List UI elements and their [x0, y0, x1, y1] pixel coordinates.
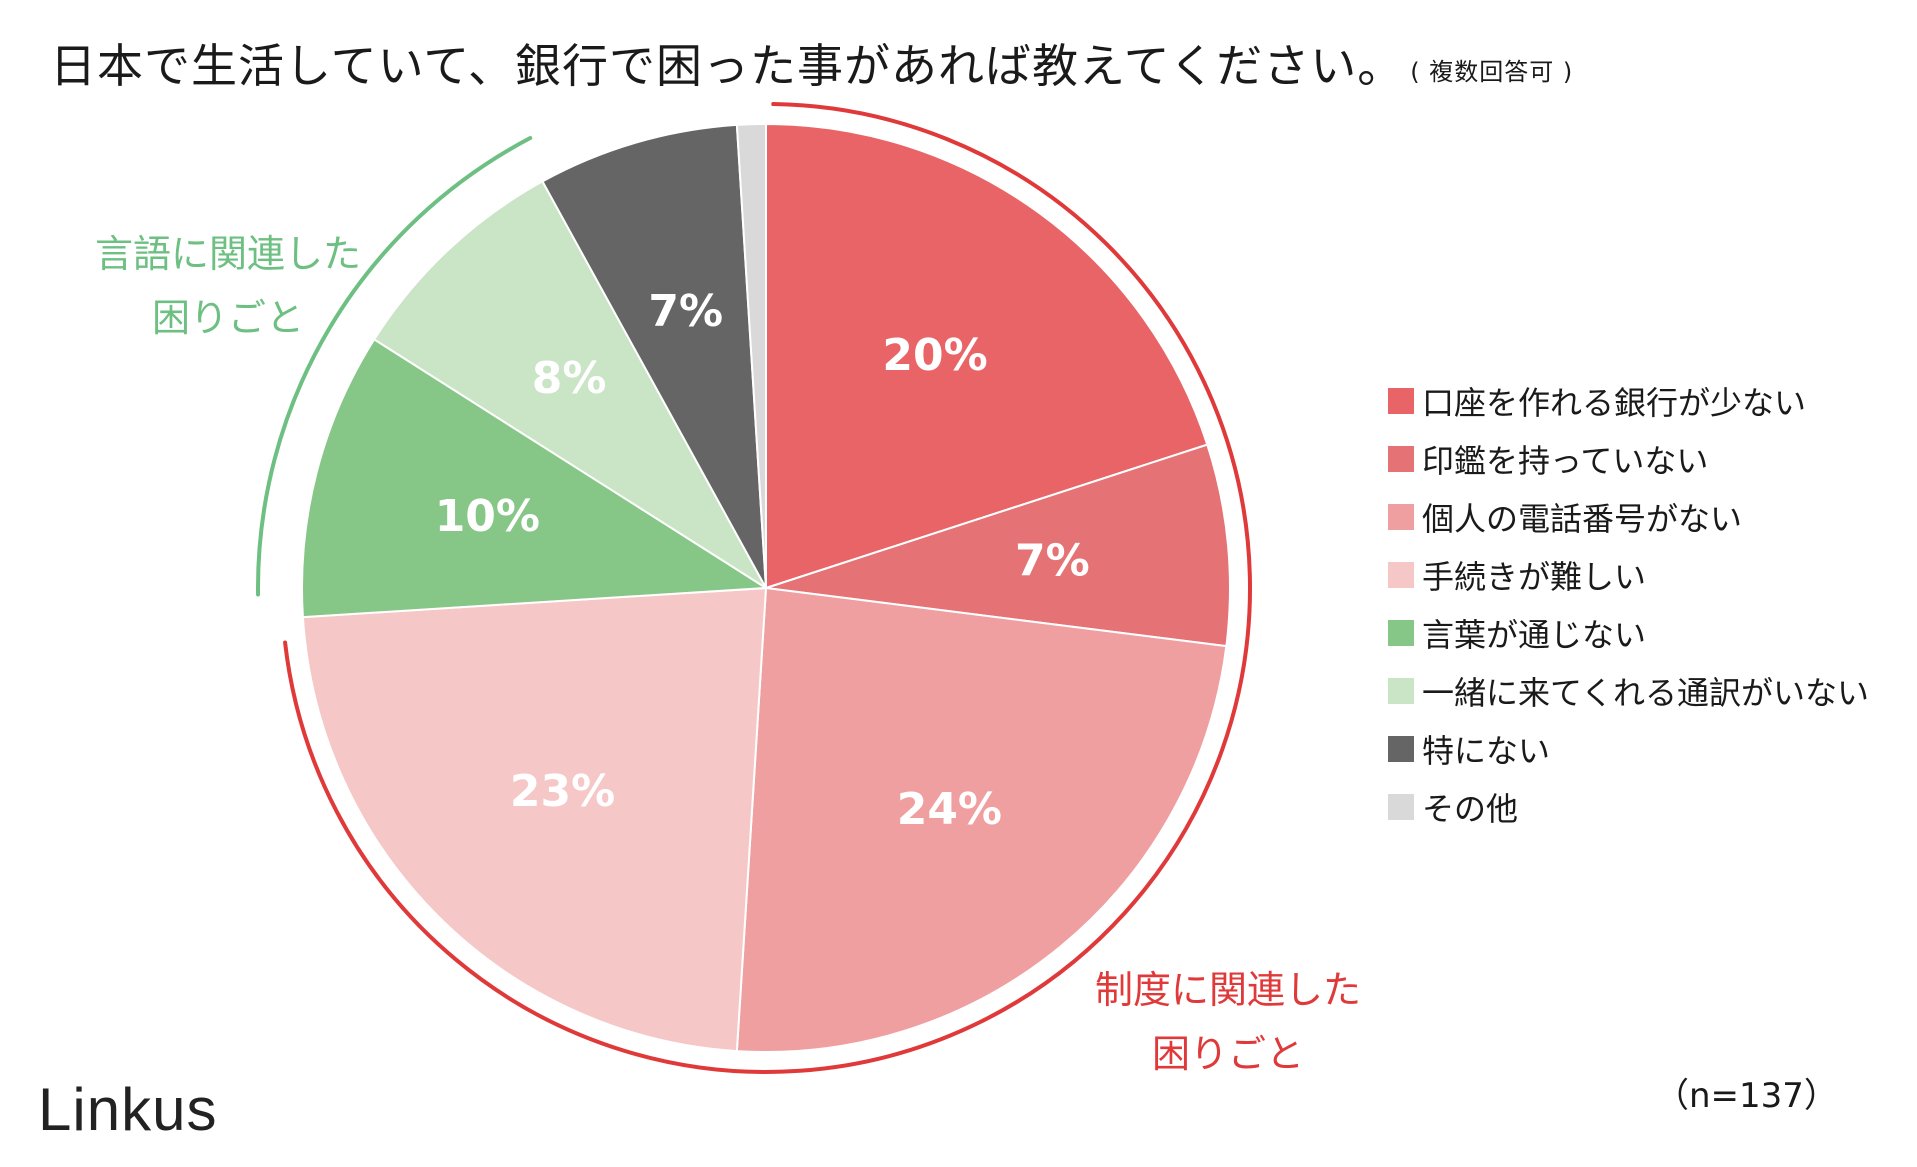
pie-slice-3 [301, 586, 768, 1053]
language-group-label: 言語に関連した 困りごと [95, 222, 361, 350]
legend-swatch [1388, 562, 1414, 588]
legend-label: 一緒に来てくれる通訳がいない [1422, 674, 1870, 712]
institution-group-label: 制度に関連した 困りごと [1095, 958, 1361, 1086]
slice-label-5: 8% [532, 353, 607, 404]
slice-label-3: 23% [510, 766, 615, 817]
legend-swatch [1388, 388, 1414, 414]
legend-swatch [1388, 446, 1414, 472]
legend-swatch [1388, 736, 1414, 762]
legend-label: 個人の電話番号がない [1422, 500, 1743, 538]
language-group-label-line2: 困りごと [152, 296, 305, 340]
institution-group-label-line2: 困りごと [1152, 1032, 1305, 1076]
legend-swatch [1388, 504, 1414, 530]
legend-item: 印鑑を持っていない [1388, 430, 1869, 488]
legend-swatch [1388, 794, 1414, 820]
legend-label: 印鑑を持っていない [1422, 442, 1709, 480]
pie-slice-1 [765, 443, 1231, 648]
slice-label-0: 20% [882, 330, 987, 381]
legend-item: 口座を作れる銀行が少ない [1388, 372, 1869, 430]
legend-item: 手続きが難しい [1388, 546, 1869, 604]
sample-size-note: （n=137） [1655, 1076, 1838, 1116]
title-text: 日本で生活していて、銀行で困った事があれば教えてください。 [50, 39, 1405, 93]
pie-slice-labels: 20% 7% 24% 23% 10% 8% 7% [435, 286, 1090, 835]
linkus-logo: Linkus [38, 1075, 217, 1144]
pie-slice-7 [735, 122, 767, 589]
legend-label: 特にない [1422, 732, 1551, 770]
language-group-label-line1: 言語に関連した [95, 232, 362, 276]
subtitle-text: ( 複数回答可 ) [1410, 58, 1574, 86]
logo-text: Linkus [38, 1076, 218, 1143]
legend: 口座を作れる銀行が少ない 印鑑を持っていない 個人の電話番号がない 手続きが難しい 言葉… [1388, 372, 1869, 836]
chart-title: 日本で生活していて、銀行で困った事があれば教えてください。( 複数回答可 ) [50, 30, 1573, 96]
institution-group-label-line1: 制度に関連した [1095, 968, 1362, 1012]
pie-slice-4 [301, 337, 770, 619]
pie-slice-5 [372, 180, 767, 589]
legend-swatch [1388, 678, 1414, 704]
slice-label-1: 7% [1015, 535, 1090, 586]
legend-label: その他 [1422, 790, 1519, 828]
slice-label-2: 24% [897, 784, 1002, 835]
slice-label-6: 7% [648, 286, 723, 337]
pie-slice-0 [765, 122, 1209, 590]
pie-slice-6 [541, 123, 767, 589]
legend-label: 言葉が通じない [1422, 616, 1647, 654]
legend-item: その他 [1388, 778, 1869, 836]
language-group-arc [256, 136, 533, 597]
legend-label: 口座を作れる銀行が少ない [1422, 384, 1807, 422]
institution-group-arc [283, 102, 1252, 1074]
legend-item: 言葉が通じない [1388, 604, 1869, 662]
pie-slice-2 [735, 586, 1228, 1053]
slice-label-4: 10% [435, 491, 540, 542]
legend-item: 一緒に来てくれる通訳がいない [1388, 662, 1869, 720]
legend-label: 手続きが難しい [1422, 558, 1647, 596]
pie-slices [301, 122, 1231, 1053]
legend-item: 特にない [1388, 720, 1869, 778]
legend-swatch [1388, 620, 1414, 646]
legend-item: 個人の電話番号がない [1388, 488, 1869, 546]
